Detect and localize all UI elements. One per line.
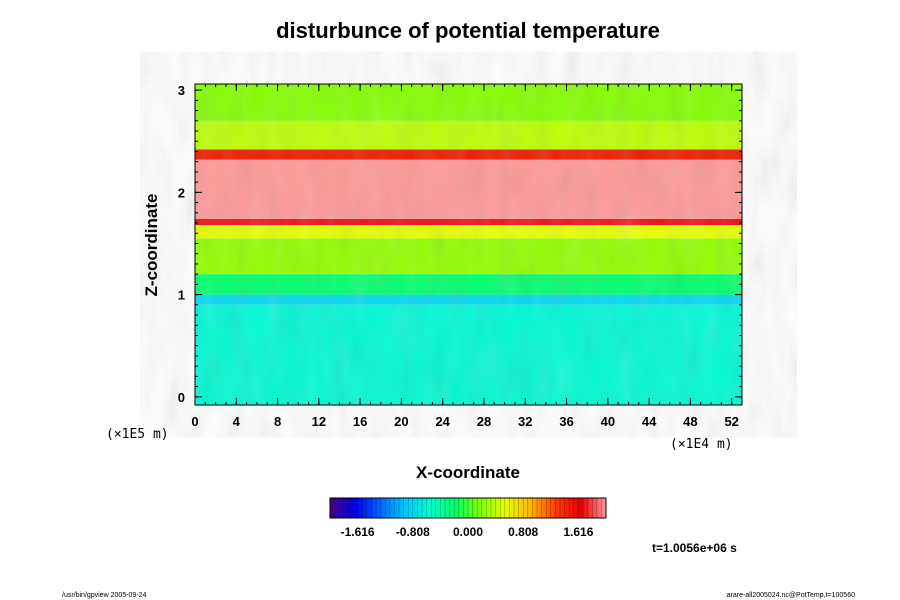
colorbar-tick-label: 0.808 <box>508 525 538 539</box>
y-tick-label: 3 <box>178 83 185 98</box>
x-scale-label: (×1E4 m) <box>670 437 733 452</box>
x-tick-label: 40 <box>601 414 615 429</box>
footer-right: arare-all2005024.nc@PotTemp,t=100560 <box>727 592 855 599</box>
x-tick-label: 52 <box>724 414 738 429</box>
colorbar-tick-label: 1.616 <box>563 525 593 539</box>
x-tick-label: 32 <box>518 414 532 429</box>
y-axis-label: Z-coordinate <box>142 194 161 297</box>
y-tick-label: 2 <box>178 185 185 200</box>
chart-title: disturbunce of potential temperature <box>276 18 660 43</box>
x-tick-label: 0 <box>191 414 198 429</box>
x-axis-ticks: 0 4 8 12 16 20 24 28 32 36 40 44 48 52 <box>191 84 743 429</box>
x-tick-label: 20 <box>394 414 408 429</box>
x-tick-label: 48 <box>683 414 697 429</box>
x-tick-label: 4 <box>233 414 241 429</box>
plot-frame <box>194 83 743 406</box>
x-axis-label: X-coordinate <box>416 463 520 482</box>
x-tick-label: 8 <box>274 414 281 429</box>
x-tick-label: 44 <box>642 414 657 429</box>
y-tick-label: 0 <box>178 390 185 405</box>
x-tick-label: 36 <box>559 414 573 429</box>
y-scale-label: (×1E5 m) <box>106 427 169 442</box>
x-tick-label: 28 <box>477 414 491 429</box>
colorbar-tick-label: 0.000 <box>453 525 483 539</box>
time-annotation: t=1.0056e+06 s <box>652 541 737 555</box>
colorbar: -1.616 -0.808 0.000 0.808 1.616 <box>329 497 607 539</box>
footer-left: /usr/bin/gpview 2005-09-24 <box>62 592 147 599</box>
colorbar-tick-label: -1.616 <box>341 525 375 539</box>
plot-texture <box>195 84 742 405</box>
y-tick-label: 1 <box>178 288 185 303</box>
colorbar-tick-label: -0.808 <box>396 525 430 539</box>
x-tick-label: 12 <box>312 414 326 429</box>
x-tick-label: 16 <box>353 414 367 429</box>
x-tick-label: 24 <box>435 414 450 429</box>
y-axis-ticks: 0 1 2 3 <box>178 83 742 405</box>
